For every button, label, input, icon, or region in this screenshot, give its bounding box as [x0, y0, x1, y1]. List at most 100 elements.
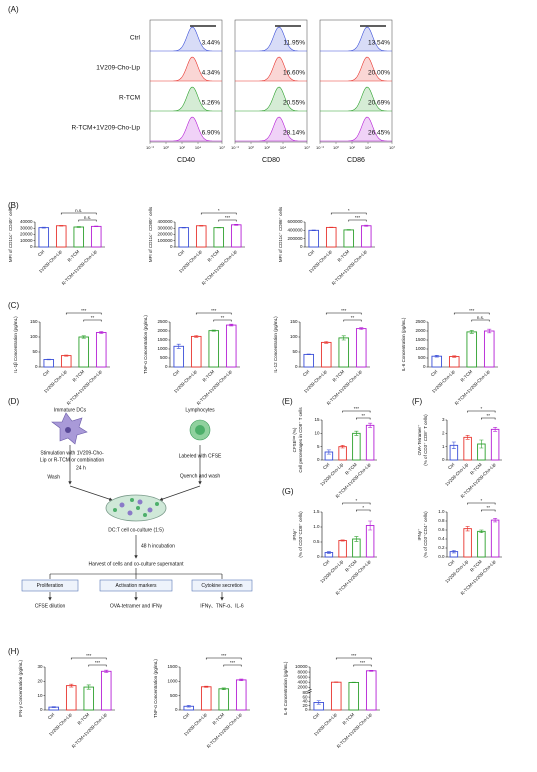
y-axis-label: MFI of CD11c⁺ CD80⁺ cells [148, 206, 153, 262]
error-bar [326, 551, 331, 554]
y-tick-label: 30000 [20, 225, 33, 230]
bar [73, 226, 85, 248]
x-tick-label: R-TCM [342, 712, 356, 726]
y-tick-label: 0 [295, 364, 298, 369]
y-tick-label: 100 [290, 334, 298, 339]
y-tick-label: 0 [300, 244, 303, 249]
x-tick-label: R-TCM+1V209-Cho-Lip [201, 249, 238, 286]
x-tick-label: 10⁴ [280, 145, 286, 150]
x-tick-label: 10⁷ [389, 145, 395, 150]
bar [95, 332, 107, 368]
x-tick-label: R-TCM [460, 369, 474, 383]
y-tick-label: 1.5 [313, 509, 320, 514]
step-text: Harvest of cells and co-culture supernat… [88, 561, 184, 567]
significance-bracket [481, 509, 496, 512]
significance-bracket [205, 657, 242, 660]
readout-text: OVA-tetramer and IFNγ [110, 603, 163, 609]
box-text: Activation markers [115, 583, 157, 589]
y-axis-label: IFN-γ Concentration (pg/mL) [18, 659, 23, 717]
y-tick-label: 60 [302, 694, 308, 699]
error-bar [346, 229, 351, 231]
y-tick-label: 1.0 [438, 509, 445, 514]
bar [308, 229, 320, 248]
error-bar [104, 669, 109, 673]
histogram-curve [235, 56, 307, 82]
y-tick-label: 400000 [287, 228, 303, 233]
significance-label: *** [351, 653, 357, 658]
significance-label: *** [221, 653, 227, 658]
error-bar [351, 681, 356, 684]
bar [483, 330, 495, 368]
y-tick-label: 0 [317, 457, 320, 462]
significance-label: n.s. [84, 215, 91, 220]
y-tick-label: 2 [442, 431, 445, 436]
significance-bracket [356, 417, 371, 420]
significance-bracket [65, 312, 102, 315]
y-tick-label: 100 [30, 334, 38, 339]
significance-bracket [353, 664, 372, 667]
error-bar [479, 529, 484, 533]
significance-bracket [453, 312, 490, 315]
y-axis-label: TNF-α Concentration (pg/mL) [153, 659, 158, 718]
y-tick-label: 0.2 [438, 545, 445, 550]
error-bar [234, 224, 239, 226]
box-text: Proliferation [37, 583, 64, 589]
error-bar [69, 683, 74, 688]
lymphocyte-nucleus [195, 425, 205, 435]
x-tick-label: R-TCM+1V209-Cho-Lip [66, 369, 103, 406]
bar [235, 679, 247, 711]
error-bar [94, 225, 99, 228]
y-tick-label: 20000 [20, 232, 33, 237]
significance-label: ** [486, 413, 490, 418]
error-bar [364, 224, 369, 227]
bar [338, 446, 347, 461]
readout-text: IFNγ、TNF-α、IL-6 [200, 603, 244, 609]
histogram-curve [150, 116, 222, 142]
significance-bracket [78, 219, 97, 222]
histogram-curve [150, 26, 222, 52]
y-tick-label: 0.5 [313, 539, 320, 544]
error-bar [434, 355, 439, 358]
y-axis-label: IL-12 Concentration (pg/mL) [273, 316, 278, 373]
significance-label: * [362, 505, 364, 510]
bar [178, 227, 190, 248]
significance-label: * [480, 406, 482, 411]
bar [490, 519, 500, 558]
significance-bracket [467, 410, 496, 413]
y-tick-label: 0 [442, 457, 445, 462]
y-tick-label: 1500 [157, 337, 168, 342]
x-tick-label: Ctrl [182, 712, 190, 720]
y-tick-label: 40 [302, 699, 308, 704]
y-tick-label: 50 [32, 349, 38, 354]
significance-label: *** [469, 308, 475, 313]
significance-bracket [195, 312, 232, 315]
x-tick-label: Ctrl [37, 249, 45, 257]
y-tick-label: 0 [35, 364, 38, 369]
y-tick-label: 20 [302, 703, 308, 708]
step-text: Wash [47, 474, 60, 480]
x-axis-label: CD40 [177, 157, 195, 164]
bar [195, 225, 207, 248]
significance-label: ** [486, 505, 490, 510]
bar [43, 359, 55, 368]
y-tick-label: 2000 [297, 684, 308, 689]
error-bar [452, 355, 457, 358]
arrow [159, 485, 201, 501]
y-axis-label: MFI of CD11c⁺ CD86⁺ cells [278, 206, 283, 262]
x-tick-label: R-TCM+1V209-Cho-Lip [326, 369, 363, 406]
bar [320, 341, 332, 368]
significance-bracket [200, 212, 237, 215]
bar [365, 424, 375, 461]
workflow-diagram: Immature DCs Lymphocytes Stimulation wit… [21, 407, 253, 609]
y-tick-label: 20 [37, 679, 43, 684]
significance-bracket [342, 502, 371, 505]
error-bar [340, 539, 345, 542]
significance-bracket [471, 319, 490, 322]
bar [360, 225, 372, 248]
y-tick-label: 1500 [415, 337, 426, 342]
y-tick-label: 0 [175, 707, 178, 712]
error-bar [316, 700, 321, 705]
panel-label: (B) [8, 201, 19, 210]
bar [225, 324, 237, 368]
node-label: Lymphocytes [185, 407, 215, 413]
